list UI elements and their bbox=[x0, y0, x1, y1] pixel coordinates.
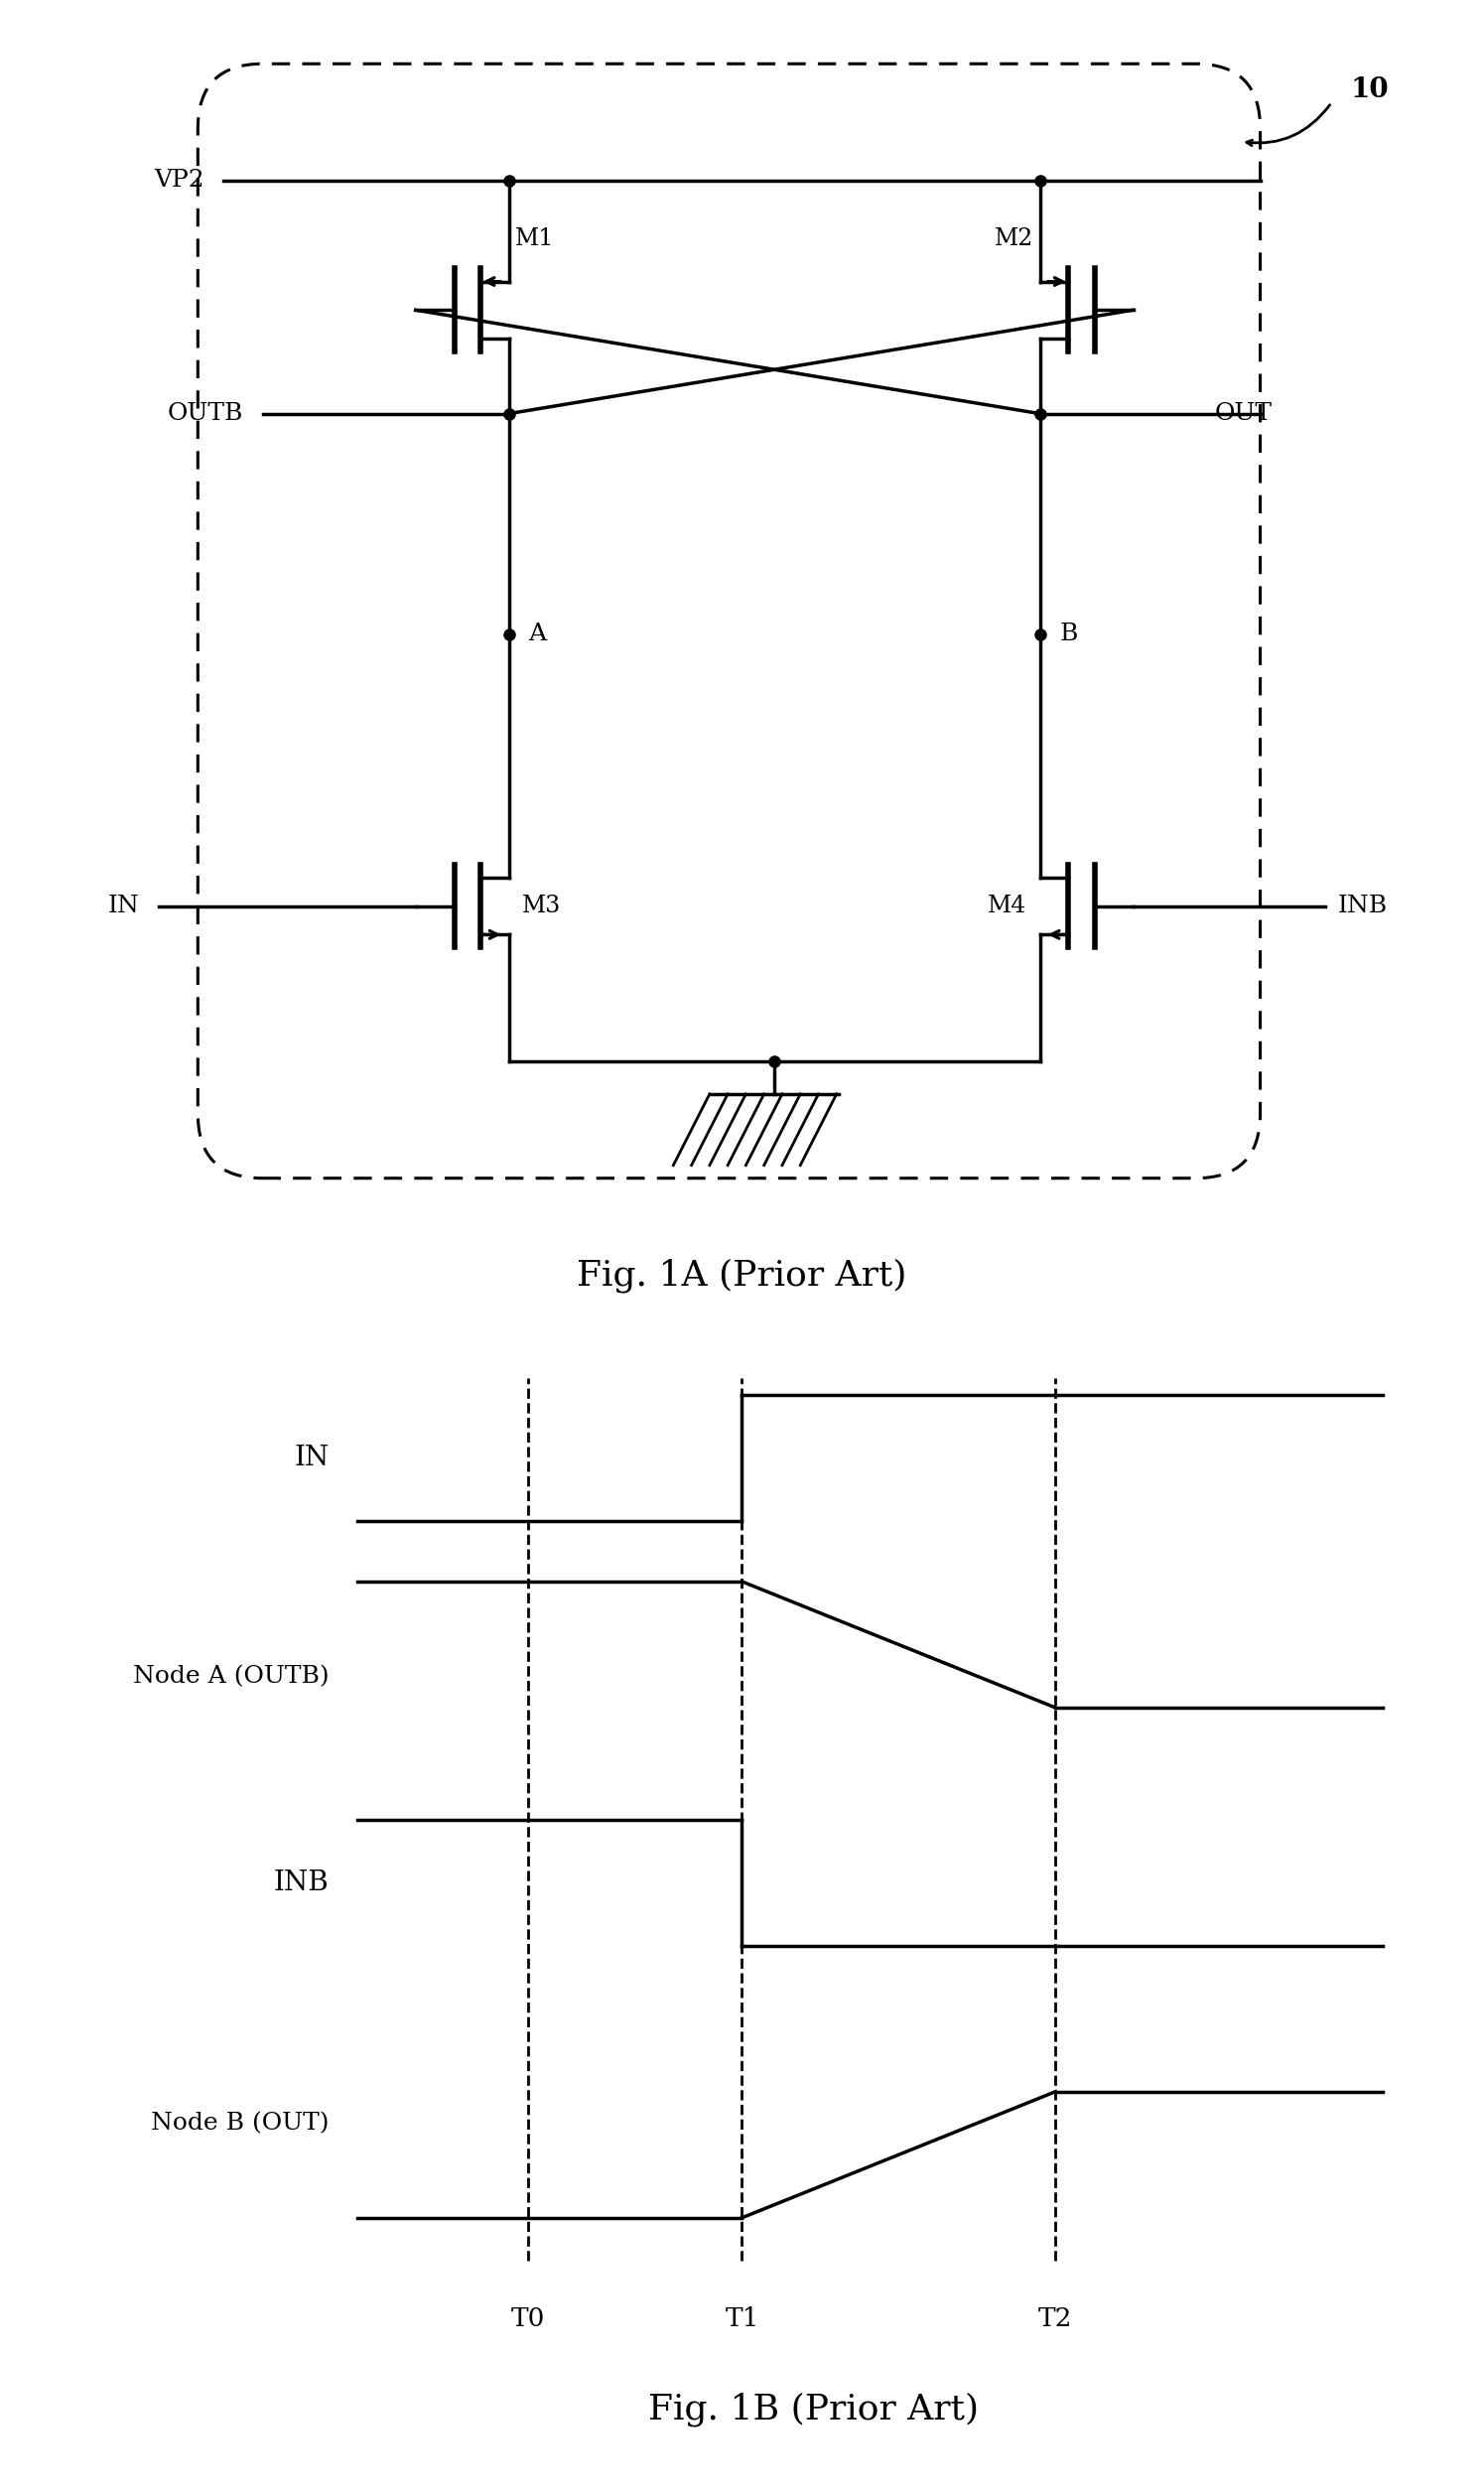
Text: B: B bbox=[1060, 623, 1077, 645]
Text: M1: M1 bbox=[515, 227, 555, 249]
Text: A: A bbox=[528, 623, 546, 645]
Text: VP2: VP2 bbox=[154, 169, 205, 192]
Text: IN: IN bbox=[294, 1445, 329, 1473]
Text: T0: T0 bbox=[512, 2308, 545, 2333]
Text: INB: INB bbox=[1339, 895, 1388, 917]
Text: T1: T1 bbox=[726, 2308, 758, 2333]
Text: OUT: OUT bbox=[1215, 401, 1272, 426]
Text: M3: M3 bbox=[522, 895, 561, 917]
Text: INB: INB bbox=[273, 1869, 329, 1896]
Text: Fig. 1A (Prior Art): Fig. 1A (Prior Art) bbox=[577, 1258, 907, 1293]
Text: M2: M2 bbox=[994, 227, 1033, 249]
Text: IN: IN bbox=[108, 895, 139, 917]
Text: Fig. 1B (Prior Art): Fig. 1B (Prior Art) bbox=[649, 2392, 978, 2427]
Text: M4: M4 bbox=[988, 895, 1027, 917]
Text: 10: 10 bbox=[1350, 77, 1389, 102]
Text: Node B (OUT): Node B (OUT) bbox=[151, 2111, 329, 2136]
Text: Node A (OUTB): Node A (OUTB) bbox=[132, 1665, 329, 1687]
Text: T2: T2 bbox=[1039, 2308, 1073, 2333]
Text: OUTB: OUTB bbox=[168, 401, 243, 426]
